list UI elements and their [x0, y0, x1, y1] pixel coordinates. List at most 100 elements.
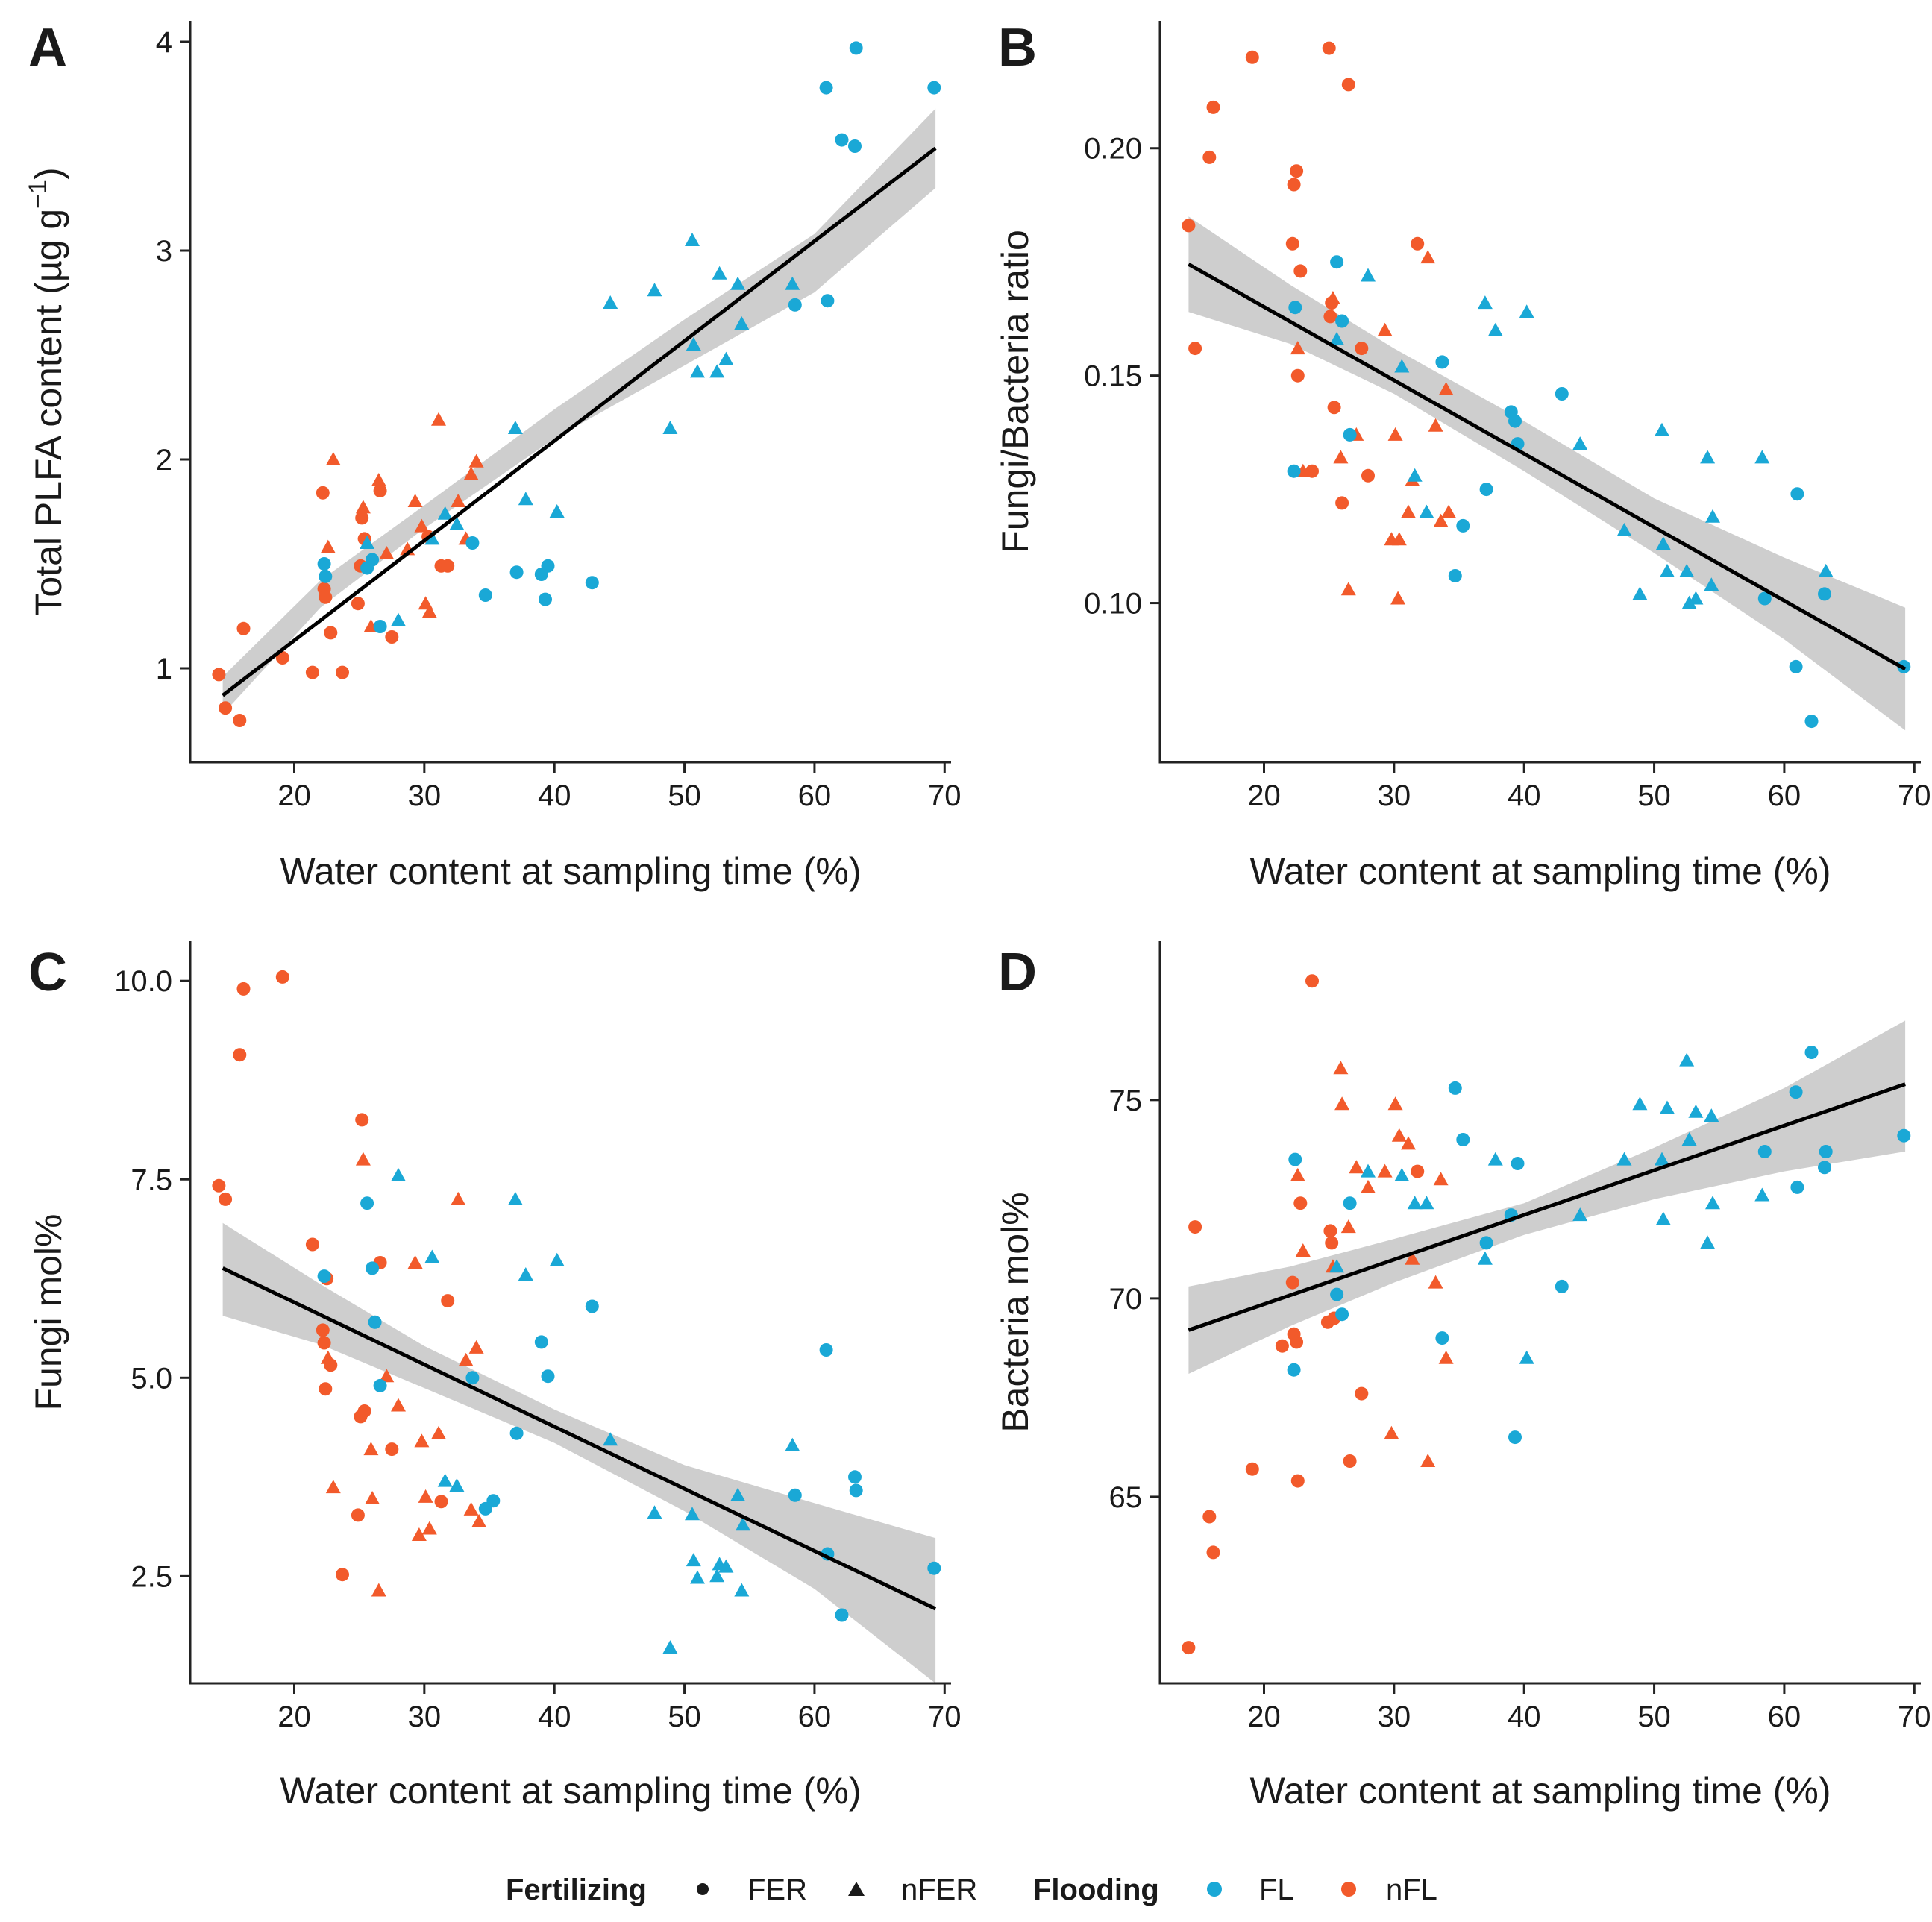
- y-axis-title: Fungi/Bacteria ratio: [994, 230, 1036, 553]
- point-fer-nfl: [1290, 1474, 1305, 1488]
- point-fer-nfl: [1285, 1275, 1299, 1290]
- point-fer-nfl: [275, 970, 289, 984]
- point-nfer-fl: [662, 421, 678, 434]
- legend-fl-label: FL: [1259, 1874, 1294, 1906]
- point-nfer-fl: [647, 283, 662, 297]
- point-fer-nfl: [233, 1048, 247, 1062]
- legend-nfer-symbol: [848, 1882, 865, 1896]
- point-fer-fl: [317, 557, 331, 571]
- x-tick-label: 30: [408, 779, 442, 812]
- point-fer-nfl: [316, 1323, 330, 1337]
- point-fer-nfl: [1355, 342, 1369, 356]
- point-fer-nfl: [1202, 150, 1217, 164]
- x-tick-label: 20: [1247, 1700, 1281, 1733]
- panel-d: 20 30 40 50 60 70 65 70 75 D Water content at samp…: [994, 941, 1931, 1812]
- point-nfer-nfl: [371, 473, 386, 486]
- point-fer-nfl: [319, 1382, 333, 1396]
- point-nfer-nfl: [1377, 1163, 1393, 1178]
- point-nfer-fl: [1616, 523, 1632, 536]
- y-tick-label: 4: [156, 26, 172, 59]
- point-nfer-fl: [1632, 586, 1648, 600]
- y-tick-label: 10.0: [114, 965, 172, 998]
- point-fer-nfl: [316, 486, 330, 500]
- point-fer-fl: [849, 41, 863, 55]
- point-nfer-nfl: [463, 1501, 479, 1516]
- panel-letter: D: [998, 943, 1037, 1002]
- point-fer-nfl: [1323, 1224, 1337, 1238]
- point-fer-fl: [1343, 427, 1357, 442]
- point-fer-fl: [360, 1196, 374, 1210]
- point-fer-nfl: [357, 1404, 371, 1418]
- point-fer-fl: [1511, 1157, 1525, 1170]
- point-nfer-nfl: [414, 518, 430, 533]
- point-nfer-nfl: [1428, 1275, 1443, 1289]
- point-fer-nfl: [355, 511, 369, 525]
- point-fer-nfl: [305, 665, 319, 679]
- point-nfer-fl: [424, 531, 440, 545]
- point-nfer-nfl: [1295, 1243, 1311, 1257]
- point-fer-nfl: [1206, 1545, 1220, 1560]
- point-fer-nfl: [441, 559, 455, 573]
- point-fer-fl: [1288, 1152, 1302, 1166]
- point-fer-nfl: [434, 1495, 448, 1509]
- point-fer-nfl: [1323, 310, 1337, 324]
- point-nfer-fl: [712, 266, 727, 280]
- point-nfer-fl: [709, 364, 725, 378]
- point-nfer-fl: [1329, 1259, 1345, 1273]
- x-tick-label: 40: [1508, 1700, 1541, 1733]
- point-fer-fl: [848, 139, 862, 153]
- point-fer-nfl: [336, 665, 349, 679]
- point-nfer-fl: [1655, 422, 1669, 436]
- point-nfer-fl: [1754, 1187, 1770, 1202]
- x-tick-label: 70: [928, 779, 962, 812]
- x-tick-label: 70: [1898, 1700, 1931, 1733]
- point-fer-nfl: [373, 484, 387, 497]
- point-nfer-fl: [785, 1437, 800, 1451]
- legend-fer-symbol: [697, 1883, 709, 1895]
- x-tick-label: 20: [1247, 779, 1281, 812]
- point-nfer-nfl: [379, 1369, 395, 1383]
- confidence-band: [222, 1222, 936, 1683]
- point-nfer-fl: [1487, 1152, 1503, 1166]
- x-tick-label: 30: [408, 1700, 442, 1733]
- point-nfer-nfl: [421, 604, 437, 618]
- point-nfer-nfl: [1433, 513, 1449, 527]
- point-fer-nfl: [441, 1294, 455, 1308]
- point-fer-nfl: [355, 1113, 369, 1127]
- point-fer-fl: [1555, 387, 1569, 401]
- point-nfer-fl: [449, 1478, 465, 1492]
- point-nfer-nfl: [1334, 1096, 1350, 1111]
- x-axis-title: Water content at sampling time (%): [280, 1770, 862, 1812]
- point-fer-nfl: [1355, 1386, 1369, 1401]
- point-fer-nfl: [1411, 236, 1425, 251]
- point-fer-fl: [1555, 1279, 1569, 1293]
- point-fer-fl: [1897, 1128, 1911, 1143]
- point-nfer-nfl: [1441, 504, 1457, 518]
- point-fer-nfl: [1305, 974, 1319, 988]
- point-nfer-nfl: [1340, 582, 1356, 596]
- axes: [1158, 941, 1921, 1685]
- point-nfer-nfl: [411, 1527, 427, 1541]
- point-fer-fl: [1757, 591, 1772, 606]
- point-nfer-nfl: [1325, 291, 1340, 304]
- point-nfer-nfl: [421, 1521, 437, 1535]
- point-fer-fl: [541, 1369, 555, 1384]
- point-fer-fl: [1508, 1430, 1522, 1445]
- point-nfer-fl: [437, 1473, 453, 1487]
- point-nfer-fl: [1679, 1052, 1695, 1067]
- point-fer-fl: [1330, 255, 1344, 269]
- point-nfer-fl: [685, 233, 700, 246]
- point-nfer-nfl: [320, 539, 336, 553]
- x-tick-label: 30: [1378, 1700, 1411, 1733]
- point-nfer-fl: [1655, 536, 1671, 550]
- point-nfer-nfl: [468, 453, 484, 468]
- point-nfer-fl: [730, 276, 746, 290]
- y-tick-label: 0.15: [1084, 360, 1142, 393]
- point-fer-fl: [539, 592, 552, 606]
- point-nfer-fl: [1704, 1108, 1719, 1122]
- panel-letter: B: [998, 18, 1037, 78]
- point-nfer-nfl: [371, 1583, 386, 1597]
- point-fer-nfl: [1245, 50, 1259, 64]
- point-fer-nfl: [1285, 236, 1299, 251]
- point-nfer-fl: [1361, 268, 1376, 282]
